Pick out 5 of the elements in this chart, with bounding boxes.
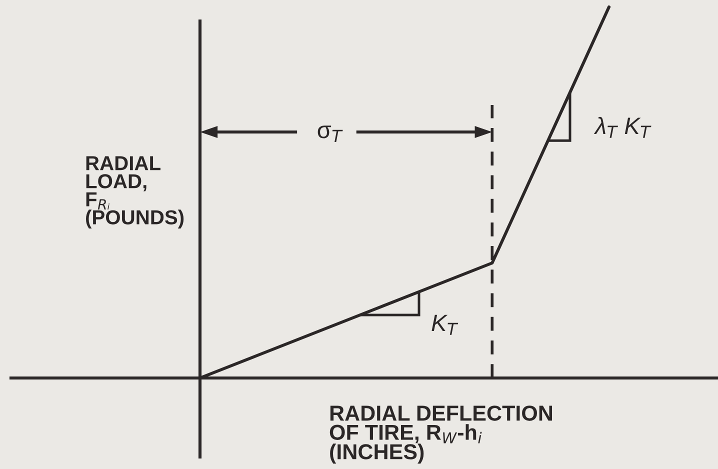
text: RADIAL DEFLECTION OF TIRE, R$_{W}$-h$_{i}$ (INCHES) — [330, 406, 552, 464]
annotation: K$_{T}$ — [432, 314, 458, 335]
annotation: λ$_{T}$ K$_{T}$ — [594, 116, 652, 138]
y-axis-title: RADIAL LOAD, F$_{Rᵢ}$ (POUNDS) — [86, 156, 184, 228]
annotation: σ$_{T}$ — [318, 126, 343, 142]
